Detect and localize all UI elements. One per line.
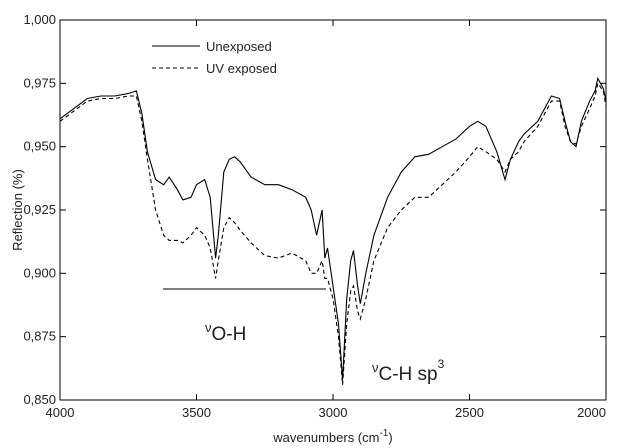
x-axis-label-sup: -1 (379, 428, 388, 439)
x-tick-label: 2000 (577, 405, 606, 420)
annotation-symbol: ν (205, 320, 212, 335)
x-axis-label-suffix: ) (388, 430, 392, 445)
x-axis-label-text: wavenumbers (cm (272, 430, 379, 445)
y-tick-label: 1,000 (23, 12, 56, 27)
line-series (59, 76, 607, 380)
y-tick-label: 0,975 (23, 75, 56, 90)
legend-label: UV exposed (206, 61, 277, 76)
y-axis-label: Reflection (%) (10, 169, 25, 251)
x-tick-label: 3000 (319, 405, 348, 420)
y-tick-label: 0,900 (23, 265, 56, 280)
x-tick-label: 3500 (182, 405, 211, 420)
y-tick-label: 0,925 (23, 202, 56, 217)
x-tick-label: 4000 (46, 405, 75, 420)
plot-frame (59, 19, 607, 401)
line-series (59, 81, 607, 385)
y-tick-label: 0,875 (23, 329, 56, 344)
annotation-sub: O-H (212, 324, 247, 345)
legend-label: Unexposed (206, 39, 272, 54)
x-axis-label: wavenumbers (cm-1) (272, 428, 392, 445)
annotation-symbol: ν (372, 360, 379, 375)
annotation-sub: C-H sp (379, 364, 438, 385)
y-tick-label: 0,950 (23, 139, 56, 154)
annotation-sup: 3 (438, 357, 445, 371)
y-tick-label: 0,850 (23, 392, 56, 407)
annotation: νC-H sp3 (372, 357, 445, 385)
x-tick-label: 2500 (455, 405, 484, 420)
annotation: νO-H (205, 320, 246, 345)
